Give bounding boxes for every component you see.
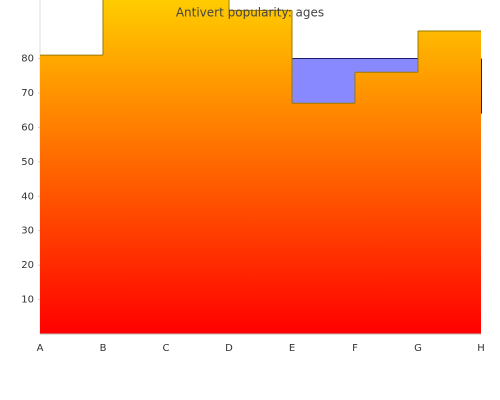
x-tick-label: F [352, 343, 358, 354]
y-tick-label: 30 [21, 226, 34, 237]
x-tick-label: E [289, 343, 295, 354]
y-tick-label: 70 [21, 88, 34, 99]
y-tick-label: 20 [21, 260, 34, 271]
x-tick-label: B [100, 343, 107, 354]
y-tick-label: 10 [21, 295, 34, 306]
step-area [355, 72, 418, 335]
step-area [103, 0, 166, 334]
step-area [229, 10, 292, 335]
x-tick-label: C [163, 343, 170, 354]
y-tick-label: 50 [21, 157, 34, 168]
y-tick-label: 80 [21, 54, 34, 65]
step-area [292, 103, 355, 334]
step-area [418, 30, 481, 335]
step-area [166, 0, 229, 334]
chart-title: Antivert popularity: ages [176, 6, 324, 20]
x-tick-label: G [414, 343, 422, 354]
x-tick-label: D [225, 343, 233, 354]
y-tick-label: 60 [21, 122, 34, 133]
step-area [40, 55, 103, 335]
x-tick-label: A [37, 343, 44, 354]
x-tick-label: H [477, 343, 485, 354]
y-tick-label: 40 [21, 191, 34, 202]
